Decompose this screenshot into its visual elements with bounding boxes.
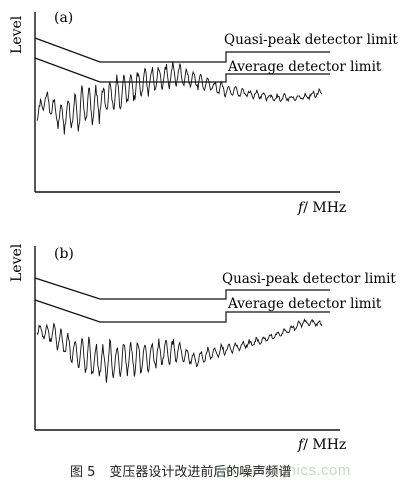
panel-b: Level (b) Quasi-peak detector limit Aver… [9, 243, 396, 453]
panel-b-label: (b) [54, 246, 74, 262]
panel-b-quasi-peak-label: Quasi-peak detector limit [222, 271, 396, 287]
caption-text: 变压器设计改进前后的噪声频谱 [109, 465, 292, 480]
panel-a-label: (a) [54, 10, 73, 26]
panel-b-xlabel-f: f [297, 437, 306, 453]
panel-a-quasi-peak-limit-line [34, 37, 330, 63]
panel-a: Level (a) Quasi-peak detector limit Aver… [9, 10, 398, 216]
panel-a-average-label: Average detector limit [227, 59, 382, 75]
panel-a-average-limit-line [34, 57, 330, 83]
panel-b-xlabel: f/ MHz [297, 437, 346, 453]
panel-a-ylabel: Level [9, 15, 25, 54]
caption-number: 图 5 [70, 465, 96, 480]
panel-b-average-label: Average detector limit [227, 296, 382, 312]
panel-a-xlabel-f: f [297, 200, 306, 216]
figure-caption: 图 5 变压器设计改进前后的噪声频谱 [0, 461, 400, 480]
panel-a-quasi-peak-label: Quasi-peak detector limit [224, 32, 398, 48]
panel-b-xlabel-unit: / MHz [303, 437, 346, 453]
panel-a-xlabel: f/ MHz [297, 200, 346, 216]
panel-a-xlabel-unit: / MHz [303, 200, 346, 216]
panel-b-ylabel: Level [9, 243, 25, 282]
panel-b-average-limit-line [34, 299, 330, 323]
watermark: www.cntronics.com [214, 462, 351, 479]
panel-a-noise-spectrum [36, 61, 323, 135]
panel-b-noise-spectrum [36, 318, 323, 383]
panel-b-quasi-peak-limit-line [34, 277, 330, 300]
